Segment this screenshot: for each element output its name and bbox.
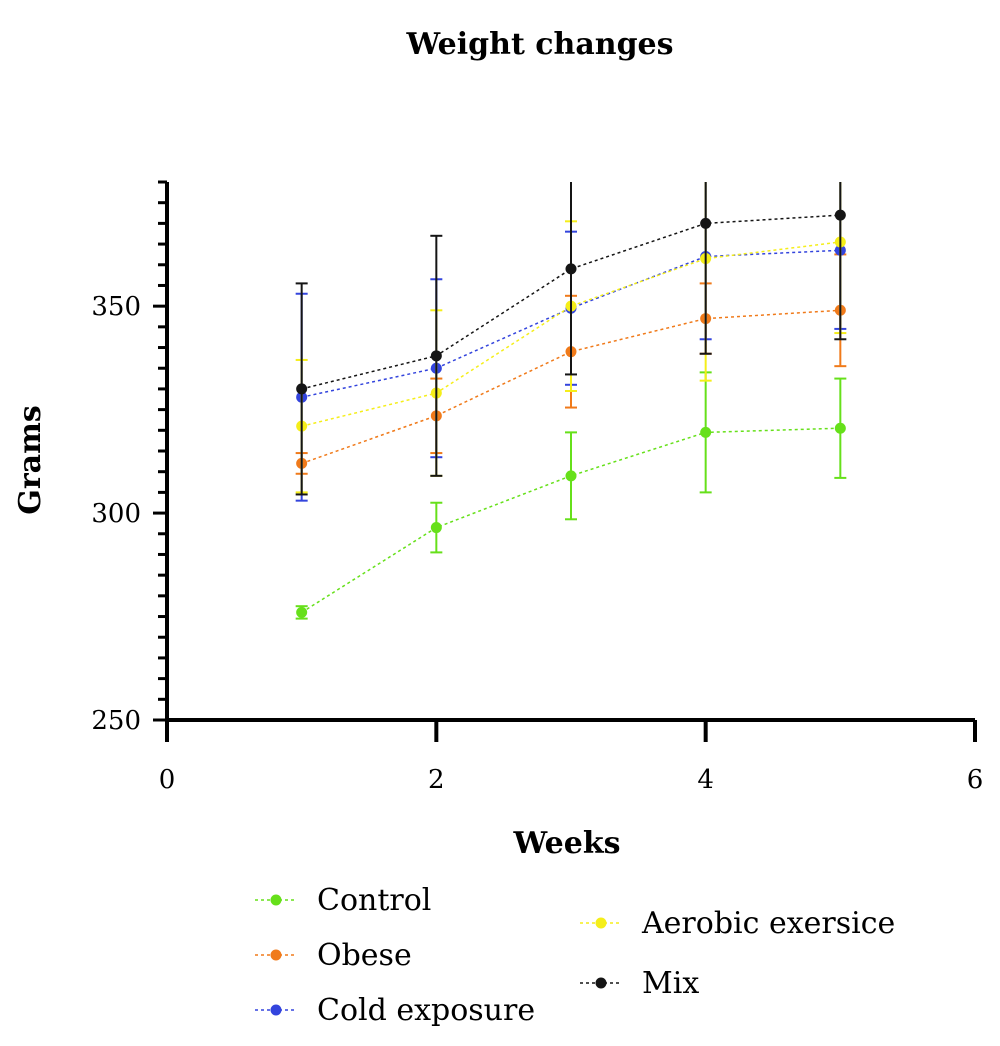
data-point	[834, 209, 846, 221]
legend-item-mix: Mix	[580, 966, 699, 1001]
legend-marker	[595, 917, 607, 929]
data-point	[430, 350, 442, 362]
x-tick-label: 0	[159, 765, 176, 795]
legend-label: Aerobic exersice	[641, 906, 895, 941]
legend-marker	[595, 977, 607, 989]
x-tick-label: 4	[697, 765, 714, 795]
data-point	[834, 422, 846, 434]
data-point	[430, 522, 442, 534]
data-point	[296, 606, 308, 618]
legend-item-aerobic-exersice: Aerobic exersice	[580, 906, 895, 941]
legend: Control Obese Cold exposure Aerobic exersic…	[255, 883, 895, 1028]
series-line	[301, 309, 841, 465]
legend-item-control: Control	[255, 883, 431, 918]
legend-marker	[270, 949, 282, 961]
legend-item-obese: Obese	[255, 938, 412, 973]
axes: 250 300 350 0 2 4 6	[91, 180, 984, 795]
x-axis-label: Weeks	[512, 826, 620, 861]
data-point	[700, 217, 712, 229]
legend-label: Cold exposure	[317, 993, 535, 1028]
series-layer	[295, 182, 847, 620]
legend-item-cold-exposure: Cold exposure	[255, 993, 535, 1028]
legend-label: Mix	[642, 966, 699, 1001]
y-tick-label: 300	[91, 499, 141, 529]
legend-label: Control	[317, 883, 431, 918]
y-axis-label: Grams	[13, 405, 48, 515]
y-tick-label: 350	[91, 292, 141, 322]
legend-marker	[270, 1004, 282, 1016]
data-point	[296, 383, 308, 395]
data-point	[565, 263, 577, 275]
data-point	[565, 470, 577, 482]
data-point	[700, 426, 712, 438]
legend-label: Obese	[317, 938, 412, 973]
series-mix	[295, 182, 847, 496]
series-line	[301, 214, 841, 390]
legend-marker	[270, 894, 282, 906]
x-tick-label: 6	[967, 765, 984, 795]
series-line	[301, 241, 841, 427]
series-line	[301, 249, 841, 398]
series-control	[295, 371, 847, 620]
chart-title: Weight changes	[405, 27, 673, 62]
x-tick-label: 2	[428, 765, 445, 795]
y-tick-label: 250	[91, 706, 141, 736]
